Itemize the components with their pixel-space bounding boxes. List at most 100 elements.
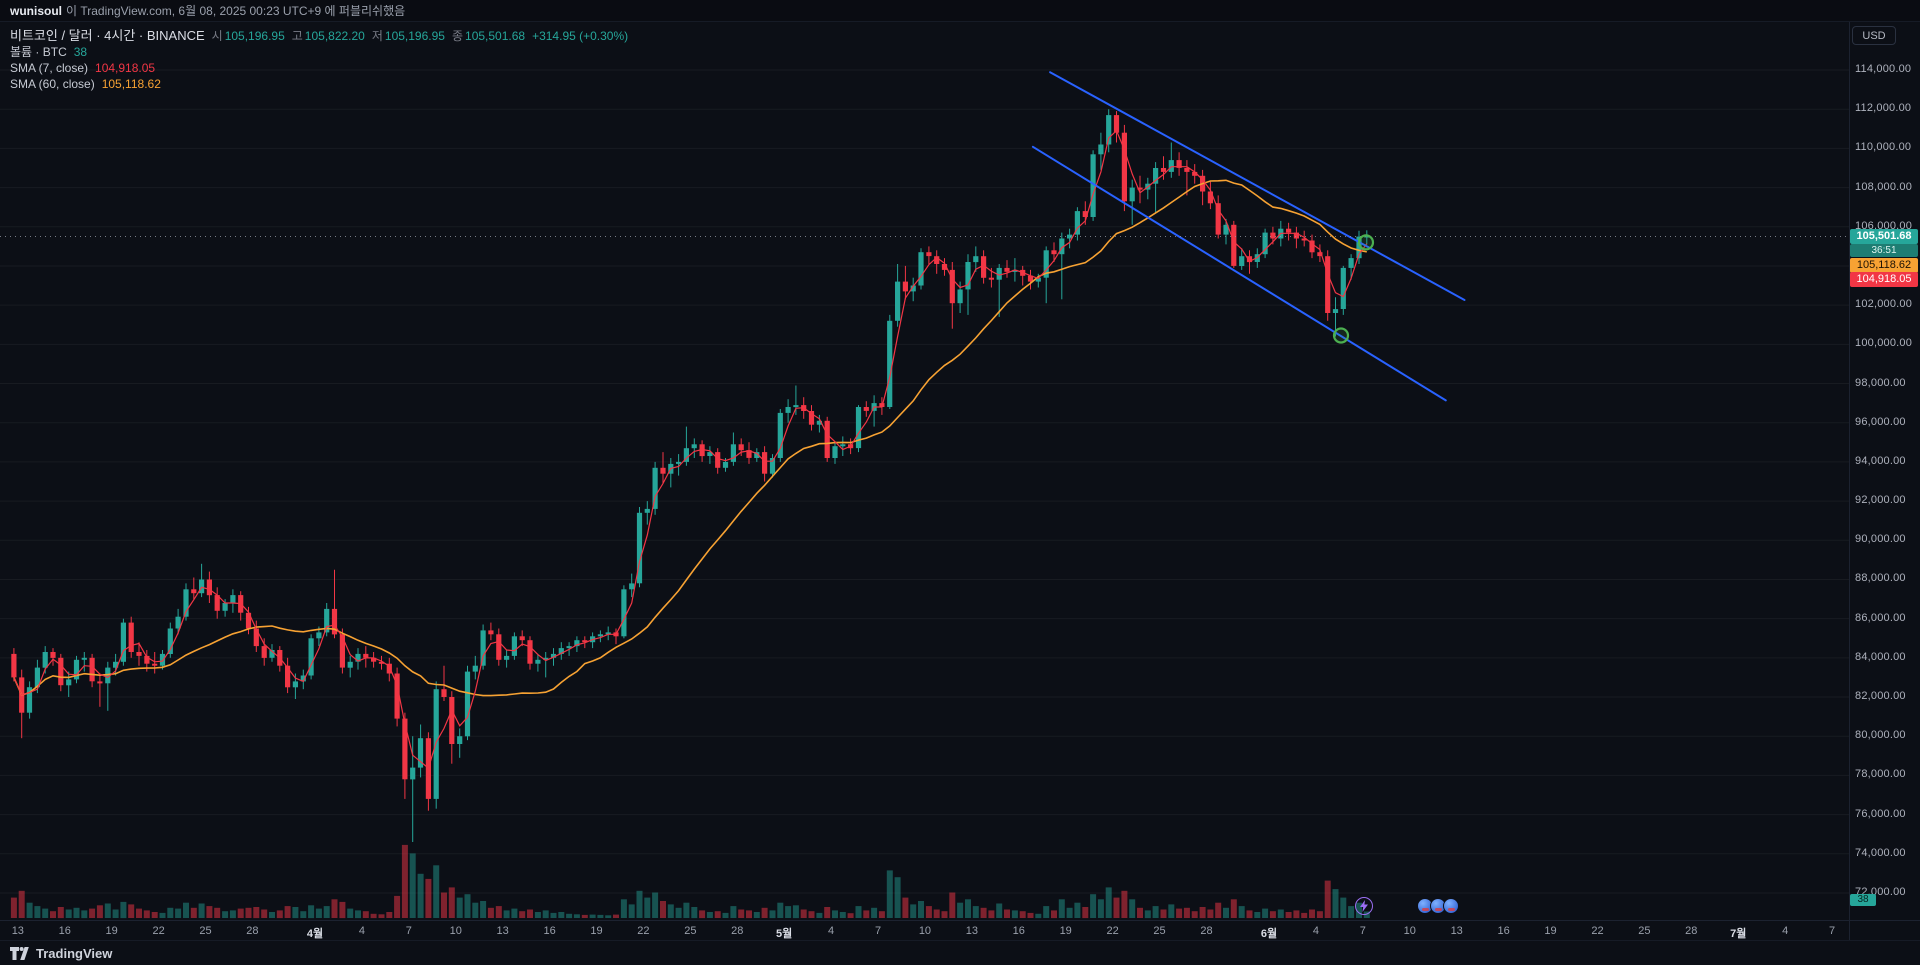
sma7-indicator-value: 104,918.05 <box>95 61 156 75</box>
open-value: 시 105,196.95 <box>211 29 285 43</box>
sma60-price-label: 105,118.62 <box>1850 257 1918 273</box>
time-axis-label: 25 <box>1153 925 1166 937</box>
time-axis-label: 6월 <box>1260 928 1278 940</box>
time-axis-label: 19 <box>1059 925 1072 937</box>
time-axis-label: 4 <box>1782 925 1789 937</box>
price-tick-label: 92,000.00 <box>1855 494 1906 507</box>
price-tick-label: 110,000.00 <box>1855 141 1912 154</box>
sma60-indicator-label[interactable]: SMA (60, close) <box>10 77 95 91</box>
sma60-indicator-value: 105,118.62 <box>101 77 161 91</box>
time-axis-label: 22 <box>152 925 165 937</box>
symbol-title[interactable]: 비트코인 / 달러 · 4시간 · BINANCE <box>10 28 205 43</box>
price-tick-label: 90,000.00 <box>1855 533 1906 546</box>
time-axis-label: 19 <box>1544 925 1557 937</box>
time-axis-label: 19 <box>590 925 603 937</box>
price-tick-label: 84,000.00 <box>1855 650 1906 663</box>
time-axis-label: 4 <box>358 925 365 937</box>
price-tick-label: 98,000.00 <box>1855 376 1906 389</box>
time-axis-label: 16 <box>58 925 71 937</box>
bar-countdown-label: 36:51 <box>1850 243 1918 257</box>
price-tick-label: 86,000.00 <box>1855 611 1906 624</box>
legend-volume-row: 볼륨 · BTC 38 <box>10 45 628 59</box>
time-axis-label: 7 <box>405 925 412 937</box>
tradingview-logo[interactable]: TradingView <box>9 946 112 961</box>
candles <box>11 109 1370 842</box>
lightning-bolt-icon <box>1360 900 1368 912</box>
time-axis-label: 25 <box>1638 925 1651 937</box>
price-tick-label: 114,000.00 <box>1855 63 1912 75</box>
time-axis-label: 13 <box>965 925 978 937</box>
time-axis[interactable] <box>0 920 1920 940</box>
time-axis-label: 22 <box>1106 925 1119 937</box>
signal-markers <box>1332 234 1375 344</box>
volume-axis-label: 38 <box>1850 894 1876 906</box>
time-axis-label: 16 <box>1012 925 1025 937</box>
time-axis-label: 28 <box>1200 925 1213 937</box>
price-tick-label: 112,000.00 <box>1855 102 1912 115</box>
price-tick-label: 76,000.00 <box>1855 807 1906 820</box>
price-tick-label: 88,000.00 <box>1855 572 1906 585</box>
volume-indicator-label[interactable]: 볼륨 · BTC <box>10 45 67 59</box>
price-tick-label: 80,000.00 <box>1855 729 1906 742</box>
close-value: 종 105,501.68 <box>451 29 526 43</box>
price-tick-label: 82,000.00 <box>1855 690 1906 703</box>
trendline <box>1049 71 1466 301</box>
sma7-price-label: 104,918.05 <box>1850 271 1918 287</box>
time-axis-label: 28 <box>246 925 259 937</box>
sma-lines <box>13 129 1368 770</box>
grid-lines <box>0 69 1849 894</box>
legend-sma60-row: SMA (60, close) 105,118.62 <box>10 77 628 91</box>
time-axis-label: 28 <box>1685 925 1698 937</box>
time-axis-label: 4 <box>828 925 835 937</box>
time-axis-label: 7월 <box>1730 928 1747 940</box>
entry-marker-icon <box>1357 234 1375 251</box>
trendline <box>1031 145 1447 402</box>
time-axis-label: 10 <box>449 925 462 937</box>
publish-bar: wunisoul 이 TradingView.com, 6월 08, 2025 … <box>0 0 1920 22</box>
time-axis-label: 28 <box>731 925 744 937</box>
price-tick-label: 100,000.00 <box>1855 337 1913 350</box>
time-axis-label: 16 <box>1497 925 1510 937</box>
high-value: 고 105,822.20 <box>291 29 365 43</box>
price-tick-label: 94,000.00 <box>1855 454 1906 467</box>
boost-lightning-icon[interactable] <box>1355 897 1373 915</box>
time-axis-label: 5월 <box>776 928 793 940</box>
sma7-line <box>13 129 1368 770</box>
volume-bars <box>10 844 1370 919</box>
sma60-line <box>13 179 1367 697</box>
last-price-label: 105,501.68 <box>1850 228 1918 244</box>
sma7-indicator-label[interactable]: SMA (7, close) <box>10 61 89 75</box>
footer-bar: TradingView <box>0 940 1920 965</box>
entry-marker-icon <box>1332 327 1350 344</box>
change-value: +314.95 (+0.30%) <box>532 29 629 43</box>
time-axis-label: 7 <box>1359 925 1366 937</box>
price-tick-label: 102,000.00 <box>1855 298 1913 311</box>
price-tick-label: 108,000.00 <box>1855 180 1913 193</box>
reaction-stickers[interactable] <box>1417 898 1459 914</box>
time-axis-label: 10 <box>1403 925 1416 937</box>
time-axis-label: 22 <box>637 925 650 937</box>
publisher-username[interactable]: wunisoul <box>10 3 62 18</box>
time-axis-label: 22 <box>1591 925 1604 937</box>
price-tick-label: 78,000.00 <box>1855 768 1906 781</box>
price-axis[interactable] <box>1849 22 1920 940</box>
time-axis-label: 16 <box>543 925 556 937</box>
time-axis-label: 7 <box>874 925 882 937</box>
reaction-sticker-icon[interactable] <box>1443 898 1459 914</box>
time-axis-label: 25 <box>199 925 212 937</box>
time-axis-label: 10 <box>918 925 932 937</box>
currency-toggle-button[interactable]: USD <box>1852 26 1896 45</box>
publish-info-text: 이 TradingView.com, 6월 08, 2025 00:23 UTC… <box>66 4 406 18</box>
time-axis-label: 13 <box>496 925 509 937</box>
tradingview-logo-icon <box>10 946 29 960</box>
time-axis-label: 4 <box>1312 925 1319 937</box>
tradingview-logo-text: TradingView <box>36 945 113 961</box>
time-axis-label: 4월 <box>306 928 324 940</box>
price-tick-label: 96,000.00 <box>1855 415 1906 428</box>
volume-indicator-value: 38 <box>73 45 88 59</box>
time-axis-label: 19 <box>105 925 118 937</box>
low-value: 저 105,196.95 <box>371 29 445 43</box>
